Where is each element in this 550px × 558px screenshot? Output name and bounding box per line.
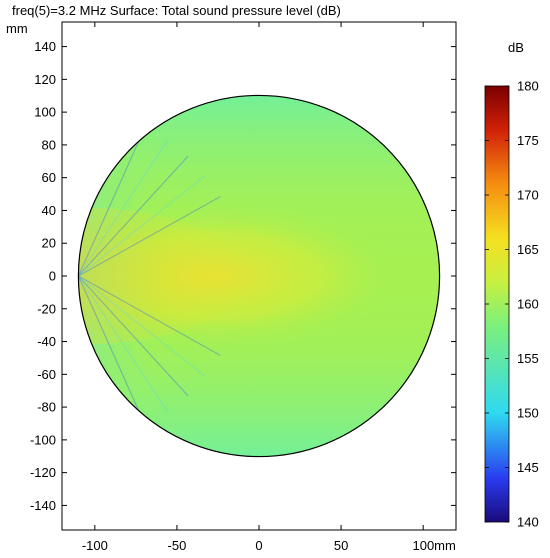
side-lobe-streak	[78, 275, 189, 397]
colorbar-tick-label: 150	[517, 406, 539, 421]
side-lobe-streak	[78, 127, 146, 277]
x-axis: -100 -50 0 50 100mm	[82, 22, 456, 553]
x-tick-label: -100	[82, 538, 108, 553]
y-tick-label: 20	[42, 236, 56, 251]
y-tick-label: 120	[34, 72, 56, 87]
colorbar-tick-label: 145	[517, 460, 539, 475]
domain-boundary	[77, 94, 441, 458]
y-tick-label: -20	[37, 301, 56, 316]
y-tick-label: -40	[37, 334, 56, 349]
colorbar-tick-label: 165	[517, 242, 539, 257]
y-tick-label: 60	[42, 170, 56, 185]
side-lobe-streak	[78, 275, 207, 378]
side-lobe-streak	[78, 174, 207, 277]
x-tick-label: 0	[255, 538, 262, 553]
y-tick-label: 80	[42, 137, 56, 152]
colorbar-tick-label: 180	[517, 79, 539, 94]
x-tick-label: 100mm	[412, 538, 455, 553]
colorbar-ticks: 180 175 170 165 160 155 150 145 140	[485, 79, 539, 530]
colorbar-tick-label: 155	[517, 351, 539, 366]
side-lobe-streak	[78, 275, 221, 356]
plot-area: mm 140 120 100 80 60 40 20 0 -20 -40 -60 -80 -100 -12…	[6, 21, 457, 553]
colorbar: dB 180 175 170 165 160 155 150 145 140	[484, 40, 539, 530]
y-tick-label: -120	[30, 465, 56, 480]
side-lobe-streak	[78, 275, 146, 425]
side-lobe-streak	[78, 139, 169, 277]
field-edge-falloff	[78, 95, 178, 457]
y-tick-label: -140	[30, 498, 56, 513]
y-tick-label: -60	[37, 367, 56, 382]
field-main-lobe	[78, 207, 250, 345]
chart-title: freq(5)=3.2 MHz Surface: Total sound pre…	[12, 3, 341, 18]
colorbar-tick-label: 170	[517, 188, 539, 203]
y-tick-label: -100	[30, 432, 56, 447]
side-lobe-streak	[78, 155, 189, 277]
colorbar-tick-label: 175	[517, 133, 539, 148]
x-tick-label: -50	[168, 538, 187, 553]
y-tick-label: 0	[49, 269, 56, 284]
sound-pressure-field	[78, 95, 440, 457]
y-axis: 140 120 100 80 60 40 20 0 -20 -40 -60 -80 -100 -120 -1…	[30, 39, 456, 513]
y-tick-label: -80	[37, 400, 56, 415]
x-tick-label: 50	[334, 538, 348, 553]
colorbar-unit: dB	[508, 40, 524, 55]
y-unit-label: mm	[6, 21, 28, 36]
side-lobe-streak	[78, 196, 221, 277]
colorbar-tick-label: 160	[517, 297, 539, 312]
colorbar-tick-label: 140	[517, 515, 539, 530]
y-tick-label: 40	[42, 203, 56, 218]
y-tick-label: 140	[34, 39, 56, 54]
y-tick-label: 100	[34, 105, 56, 120]
side-lobe-streak	[78, 275, 169, 413]
